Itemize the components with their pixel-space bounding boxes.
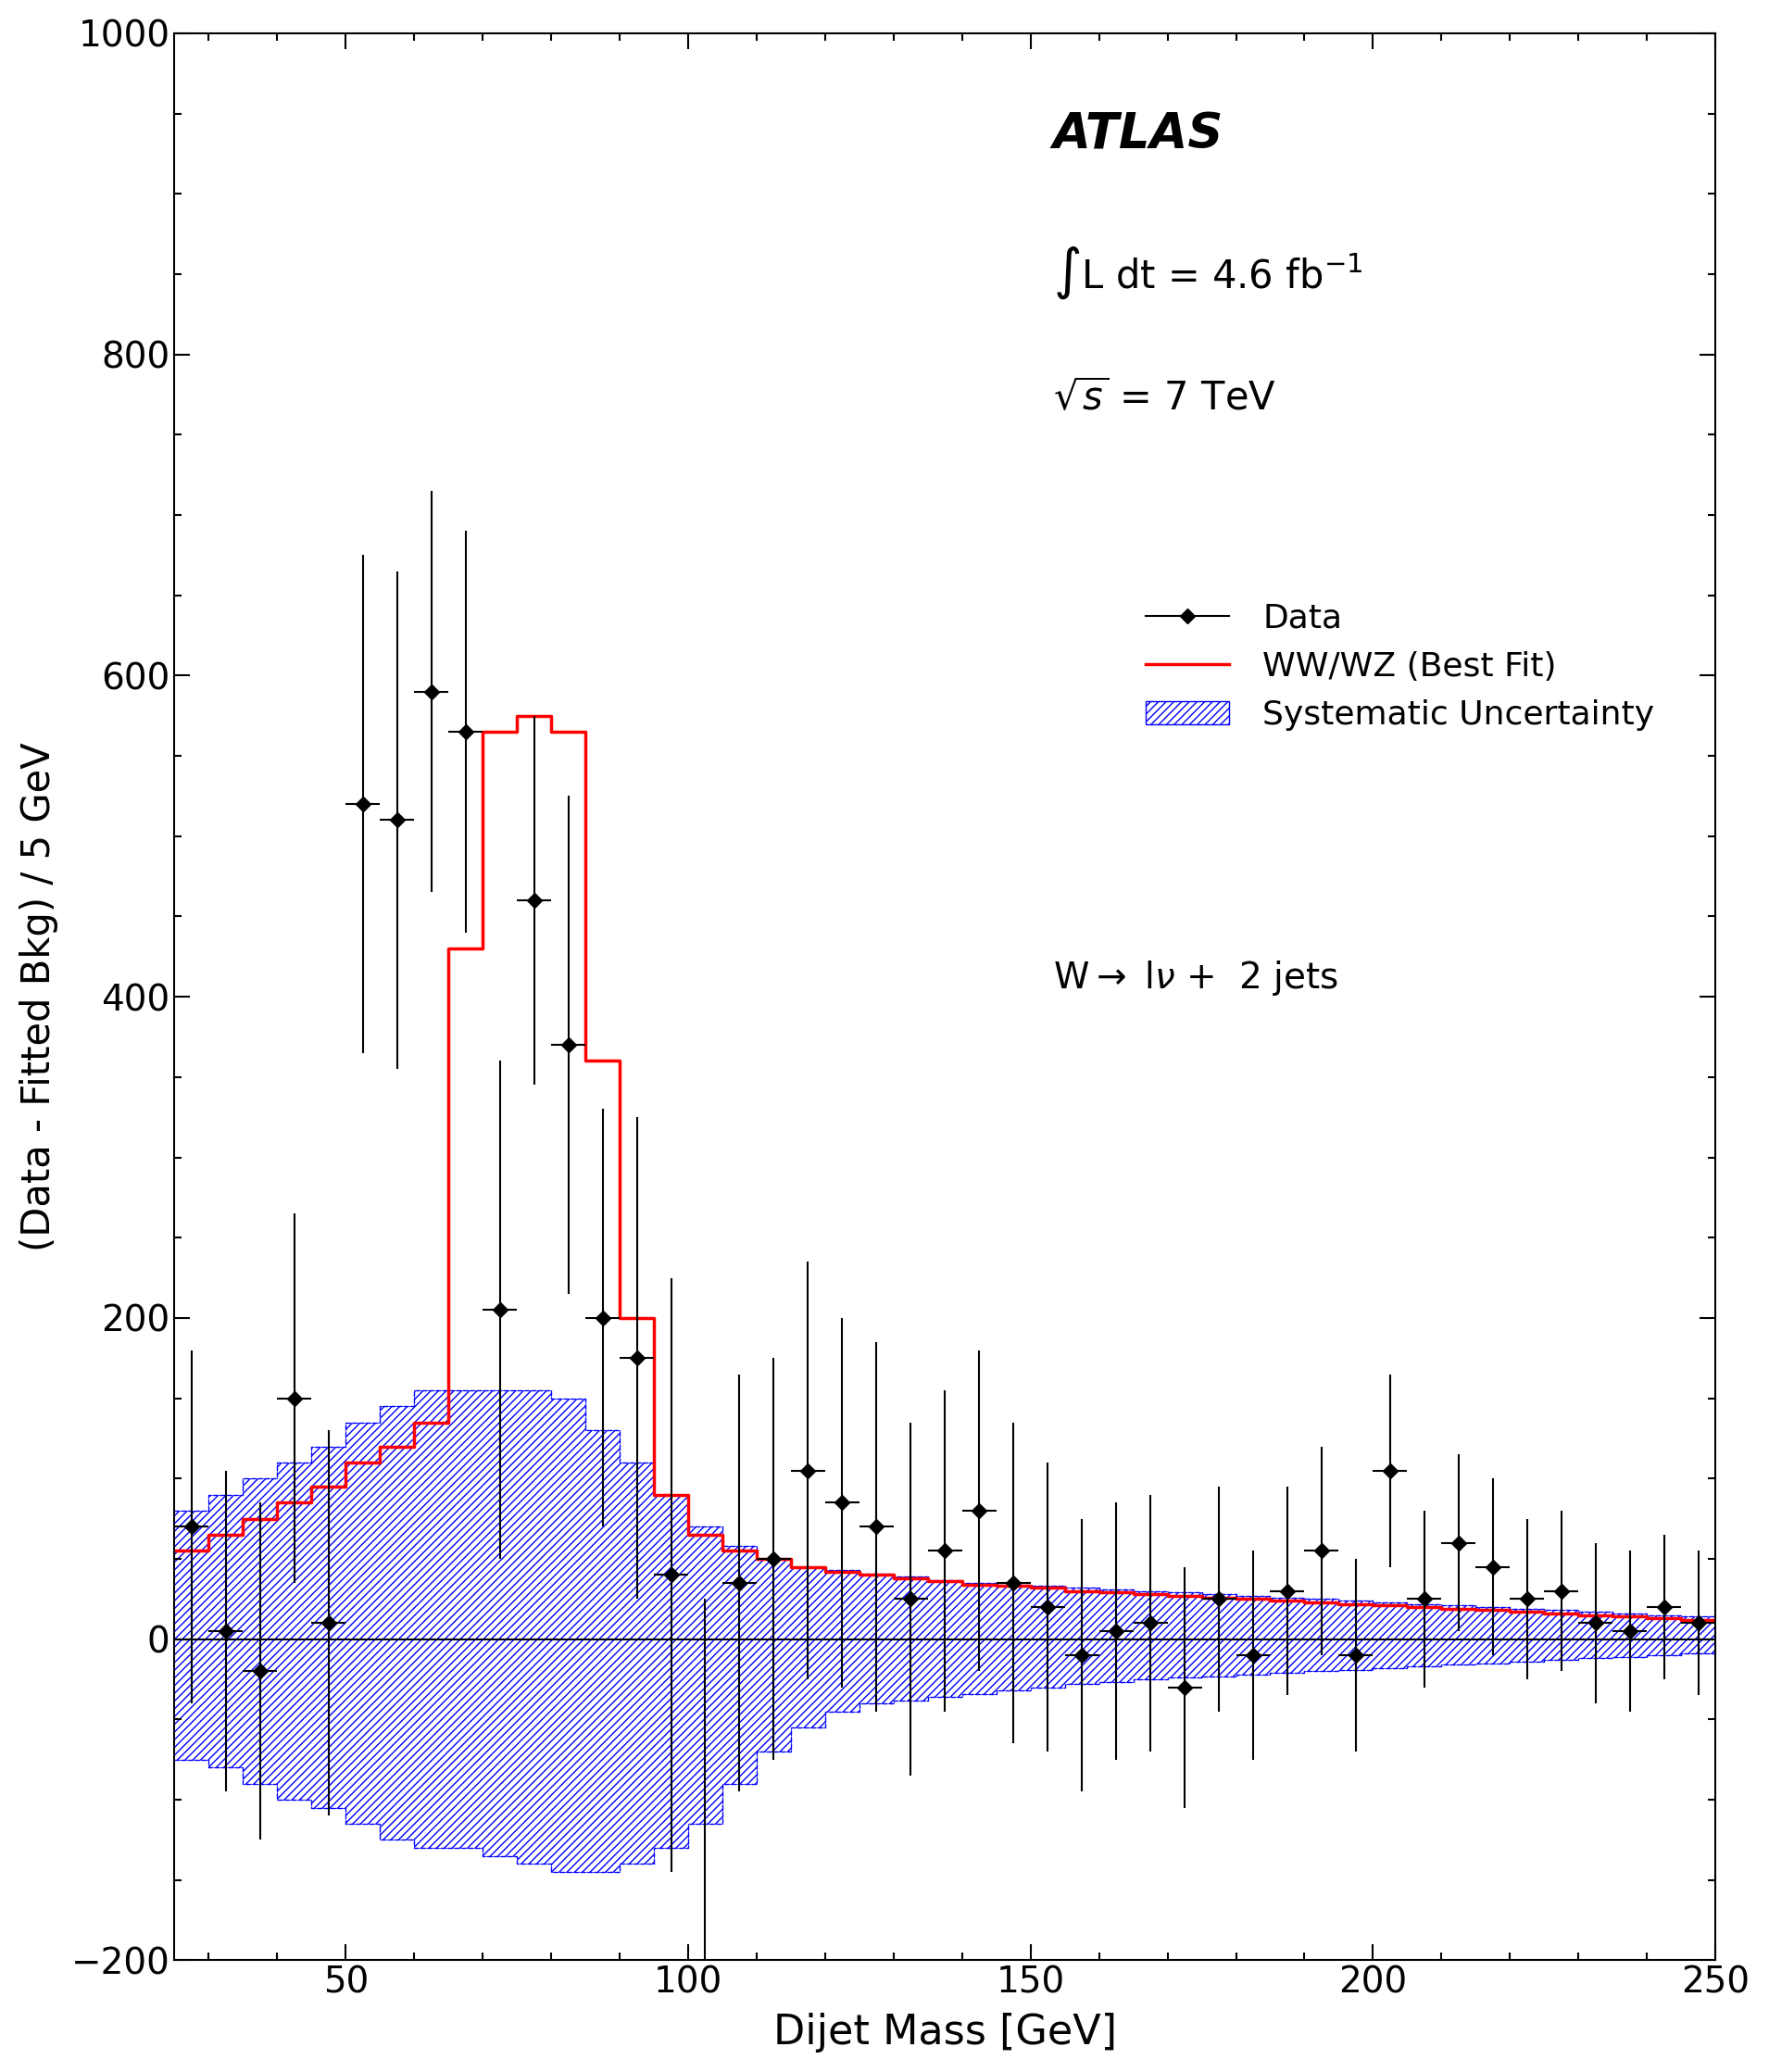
WW/WZ (Best Fit) <box>1431 1595 1452 1620</box>
WW/WZ (Best Fit) <box>1260 1587 1281 1612</box>
WW/WZ (Best Fit) <box>1603 1604 1624 1629</box>
WW/WZ (Best Fit) <box>403 1409 425 1434</box>
WW/WZ (Best Fit) <box>575 1048 596 1073</box>
WW/WZ (Best Fit) <box>1021 1575 1042 1600</box>
WW/WZ (Best Fit) <box>1088 1581 1109 1606</box>
WW/WZ (Best Fit) <box>849 1562 870 1587</box>
WW/WZ (Best Fit) <box>541 719 563 744</box>
WW/WZ (Best Fit) <box>267 1490 288 1515</box>
WW/WZ (Best Fit) <box>1226 1587 1247 1612</box>
WW/WZ (Best Fit) <box>1534 1602 1555 1627</box>
WW/WZ (Best Fit) <box>1396 1595 1417 1620</box>
WW/WZ (Best Fit) <box>165 1537 186 1562</box>
WW/WZ (Best Fit) <box>1567 1602 1589 1627</box>
WW/WZ (Best Fit) <box>609 1305 630 1330</box>
WW/WZ (Best Fit) <box>1670 1608 1691 1633</box>
WW/WZ (Best Fit) <box>1465 1598 1486 1622</box>
Text: $\sqrt{s}$ = 7 TeV: $\sqrt{s}$ = 7 TeV <box>1053 379 1275 419</box>
WW/WZ (Best Fit) <box>1329 1591 1350 1616</box>
Legend: Data, WW/WZ (Best Fit), Systematic Uncertainty: Data, WW/WZ (Best Fit), Systematic Uncer… <box>1132 591 1668 744</box>
Y-axis label: (Data - Fitted Bkg) / 5 GeV: (Data - Fitted Bkg) / 5 GeV <box>19 742 58 1251</box>
WW/WZ (Best Fit) <box>301 1473 322 1498</box>
WW/WZ (Best Fit) <box>1123 1581 1145 1606</box>
WW/WZ (Best Fit) <box>711 1537 732 1562</box>
WW/WZ (Best Fit) <box>644 1481 665 1506</box>
WW/WZ (Best Fit) <box>439 937 460 961</box>
WW/WZ (Best Fit) <box>370 1434 391 1459</box>
WW/WZ (Best Fit) <box>952 1573 973 1598</box>
WW/WZ (Best Fit) <box>814 1560 835 1585</box>
WW/WZ (Best Fit) <box>1157 1583 1178 1608</box>
WW/WZ (Best Fit) <box>985 1575 1007 1600</box>
WW/WZ (Best Fit) <box>1362 1593 1383 1618</box>
WW/WZ (Best Fit) <box>1500 1600 1521 1624</box>
X-axis label: Dijet Mass [GeV]: Dijet Mass [GeV] <box>773 2012 1116 2053</box>
WW/WZ (Best Fit) <box>883 1566 904 1591</box>
WW/WZ (Best Fit) <box>506 702 527 727</box>
Text: $\int$L dt = 4.6 fb$^{-1}$: $\int$L dt = 4.6 fb$^{-1}$ <box>1053 244 1362 300</box>
WW/WZ (Best Fit) <box>1636 1606 1658 1631</box>
WW/WZ (Best Fit) <box>1293 1589 1314 1614</box>
WW/WZ (Best Fit) <box>918 1569 939 1593</box>
WW/WZ (Best Fit) <box>334 1450 356 1475</box>
WW/WZ (Best Fit) <box>747 1546 768 1571</box>
WW/WZ (Best Fit) <box>780 1554 801 1579</box>
WW/WZ (Best Fit) <box>472 719 494 744</box>
WW/WZ (Best Fit) <box>678 1523 699 1548</box>
WW/WZ (Best Fit) <box>1705 1610 1727 1635</box>
WW/WZ (Best Fit) <box>232 1506 253 1531</box>
Text: ATLAS: ATLAS <box>1053 110 1224 157</box>
WW/WZ (Best Fit) <box>1054 1579 1076 1604</box>
WW/WZ (Best Fit) <box>198 1523 219 1548</box>
Text: W$\rightarrow$ l$\nu$ +  2 jets: W$\rightarrow$ l$\nu$ + 2 jets <box>1053 957 1337 997</box>
Line: WW/WZ (Best Fit): WW/WZ (Best Fit) <box>175 715 1716 1622</box>
WW/WZ (Best Fit) <box>1191 1585 1212 1610</box>
